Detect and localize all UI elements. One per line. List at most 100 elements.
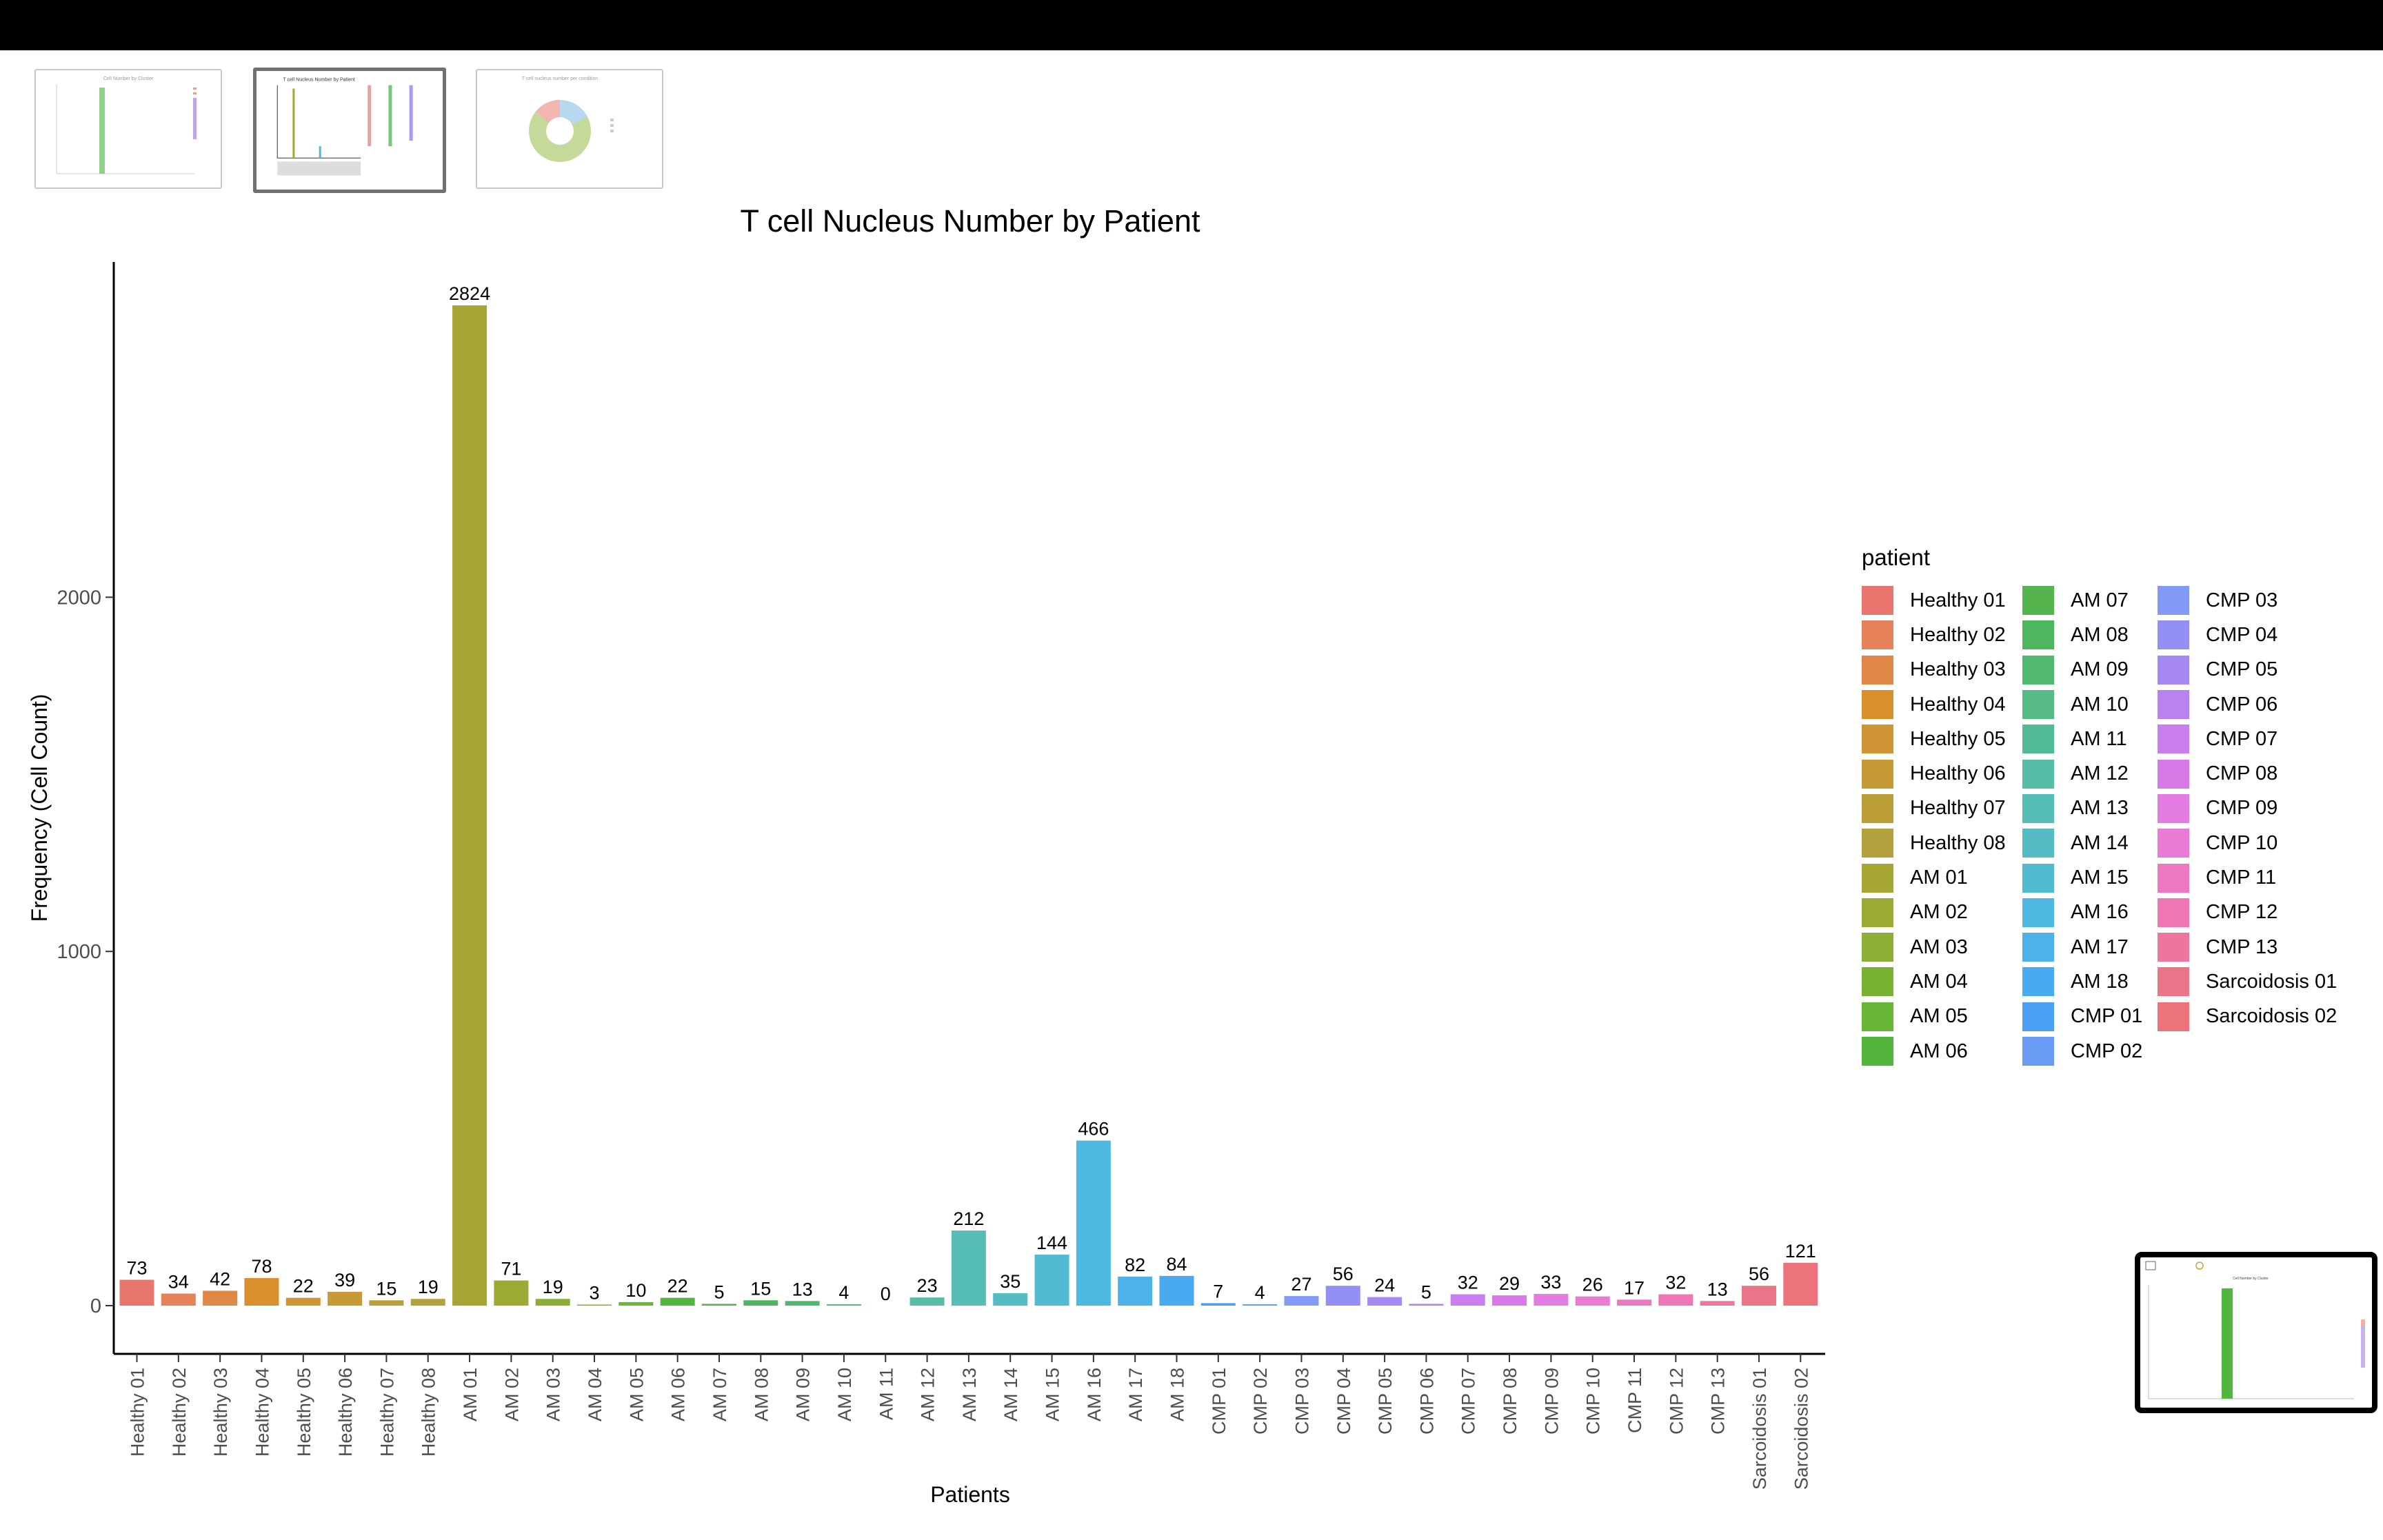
- bar-value-label: 78: [251, 1256, 272, 1277]
- x-tick-label: Healthy 02: [169, 1368, 190, 1457]
- legend-label: CMP 06: [2206, 693, 2278, 716]
- x-axis-title: Patients: [930, 1482, 1010, 1507]
- bar-value-label: 13: [792, 1279, 813, 1299]
- x-tick-label: Sarcoidosis 01: [1749, 1368, 1770, 1490]
- x-tick-label: CMP 01: [1209, 1368, 1229, 1435]
- legend-label: CMP 01: [2071, 1005, 2143, 1028]
- legend-label: AM 09: [2071, 658, 2129, 681]
- bar: [743, 1300, 778, 1306]
- legend-swatch: [1862, 759, 1893, 789]
- bar-value-label: 56: [1333, 1264, 1354, 1284]
- x-tick-label: CMP 05: [1375, 1368, 1396, 1435]
- legend-label: Healthy 07: [1910, 797, 2006, 820]
- x-tick-label: AM 05: [626, 1368, 647, 1421]
- bar-value-label: 5: [714, 1281, 724, 1302]
- bar-value-label: 84: [1166, 1254, 1187, 1275]
- legend-swatch: [2022, 898, 2054, 927]
- bar-value-label: 56: [1749, 1264, 1769, 1284]
- thumbnail-t-cell-by-patient[interactable]: T cell Nucleus Number by Patient: [253, 68, 446, 193]
- bar-value-label: 19: [418, 1277, 439, 1297]
- bar: [1284, 1296, 1319, 1306]
- legend-swatch: [1862, 863, 1893, 893]
- legend-item: CMP 04: [2158, 618, 2337, 652]
- x-tick-label: AM 07: [710, 1368, 730, 1421]
- legend-label: Healthy 06: [1910, 762, 2006, 785]
- legend-swatch: [1862, 1002, 1893, 1031]
- bar-value-label: 24: [1374, 1275, 1395, 1296]
- pip-bar: [2222, 1288, 2233, 1399]
- thumbnail-t-cell-per-condition[interactable]: T cell nucleus number per condition: [476, 69, 663, 189]
- legend-label: Healthy 03: [1910, 658, 2006, 681]
- legend-swatch: [2158, 863, 2189, 893]
- bar: [1575, 1296, 1610, 1306]
- bar: [328, 1291, 363, 1306]
- legend-title: patient: [1862, 545, 1931, 570]
- x-tick-label: AM 15: [1043, 1368, 1063, 1421]
- x-tick-label: AM 09: [793, 1368, 814, 1421]
- legend-swatch: [1862, 1037, 1893, 1066]
- legend-item: CMP 13: [2158, 930, 2337, 964]
- bar: [1076, 1140, 1111, 1306]
- legend-item: CMP 10: [2158, 826, 2337, 860]
- legend-item: AM 01: [1862, 860, 2022, 895]
- legend-label: AM 12: [2071, 762, 2129, 785]
- bar-value-label: 121: [1785, 1241, 1816, 1262]
- legend-swatch: [1862, 620, 1893, 650]
- legend-item: CMP 11: [2158, 860, 2337, 895]
- legend-item: AM 12: [2022, 756, 2158, 791]
- legend-label: AM 03: [1910, 935, 1968, 958]
- x-tick-label: Healthy 06: [335, 1368, 356, 1457]
- legend-item: Sarcoidosis 01: [2158, 964, 2337, 999]
- legend-column: CMP 03 CMP 04 CMP 05 CMP 06 CMP 07 CMP 08 CMP …: [2158, 583, 2337, 1068]
- legend-item: CMP 01: [2022, 1000, 2158, 1034]
- x-tick-label: Healthy 01: [128, 1368, 148, 1457]
- legend-item: AM 13: [2022, 791, 2158, 826]
- legend-swatch: [1862, 690, 1893, 720]
- bar: [285, 1297, 321, 1306]
- legend-item: CMP 03: [2158, 583, 2337, 618]
- bar: [1367, 1297, 1402, 1306]
- bar: [369, 1300, 404, 1306]
- x-tick-label: Sarcoidosis 02: [1791, 1368, 1811, 1490]
- top-bar: [0, 0, 2383, 50]
- legend-item: Healthy 02: [1862, 618, 2022, 652]
- legend-label: AM 05: [1910, 1005, 1968, 1028]
- thumbnail-title: T cell Nucleus Number by Patient: [283, 77, 354, 82]
- legend-item: AM 18: [2022, 964, 2158, 999]
- bar-chart: T cell Nucleus Number by Patient Frequen…: [27, 203, 1825, 1507]
- legend-item: AM 14: [2022, 826, 2158, 860]
- legend-label: AM 11: [2071, 727, 2127, 750]
- x-tick-label: CMP 09: [1541, 1368, 1562, 1435]
- bar-value-label: 13: [1707, 1279, 1728, 1299]
- legend-item: AM 07: [2022, 583, 2158, 618]
- legend-item: Healthy 04: [1862, 687, 2022, 722]
- x-tick-label: AM 16: [1084, 1368, 1105, 1421]
- legend-item: CMP 06: [2158, 687, 2337, 722]
- bar-value-label: 32: [1665, 1273, 1686, 1293]
- thumbnail-cell-number-by-cluster[interactable]: Cell Number by Cluster: [34, 69, 222, 189]
- legend-swatch: [2158, 586, 2189, 616]
- legend-swatch: [2022, 829, 2054, 858]
- legend-label: CMP 13: [2206, 935, 2278, 958]
- legend-label: AM 06: [1910, 1040, 1968, 1062]
- bar-value-label: 144: [1036, 1233, 1067, 1253]
- legend-item: AM 02: [1862, 895, 2022, 930]
- pip-chart-preview: Cell Number by Cluster: [2145, 1261, 2365, 1399]
- chart-title: T cell Nucleus Number by Patient: [741, 203, 1200, 239]
- bar: [410, 1299, 445, 1306]
- legend-swatch: [2158, 933, 2189, 962]
- bar: [203, 1290, 238, 1306]
- legend-label: AM 16: [2071, 901, 2129, 924]
- x-tick-label: CMP 13: [1708, 1368, 1729, 1435]
- legend-swatch: [1862, 725, 1893, 754]
- legend-swatch: [1862, 933, 1893, 962]
- x-tick-label: CMP 08: [1500, 1368, 1520, 1435]
- x-tick-label: AM 13: [959, 1368, 980, 1421]
- legend-label: Healthy 01: [1910, 589, 2006, 611]
- bars: [119, 305, 1818, 1306]
- bar: [494, 1280, 529, 1306]
- bar: [452, 305, 487, 1306]
- legend-swatch: [2022, 933, 2054, 962]
- pip-preview[interactable]: Cell Number by Cluster: [2135, 1252, 2377, 1413]
